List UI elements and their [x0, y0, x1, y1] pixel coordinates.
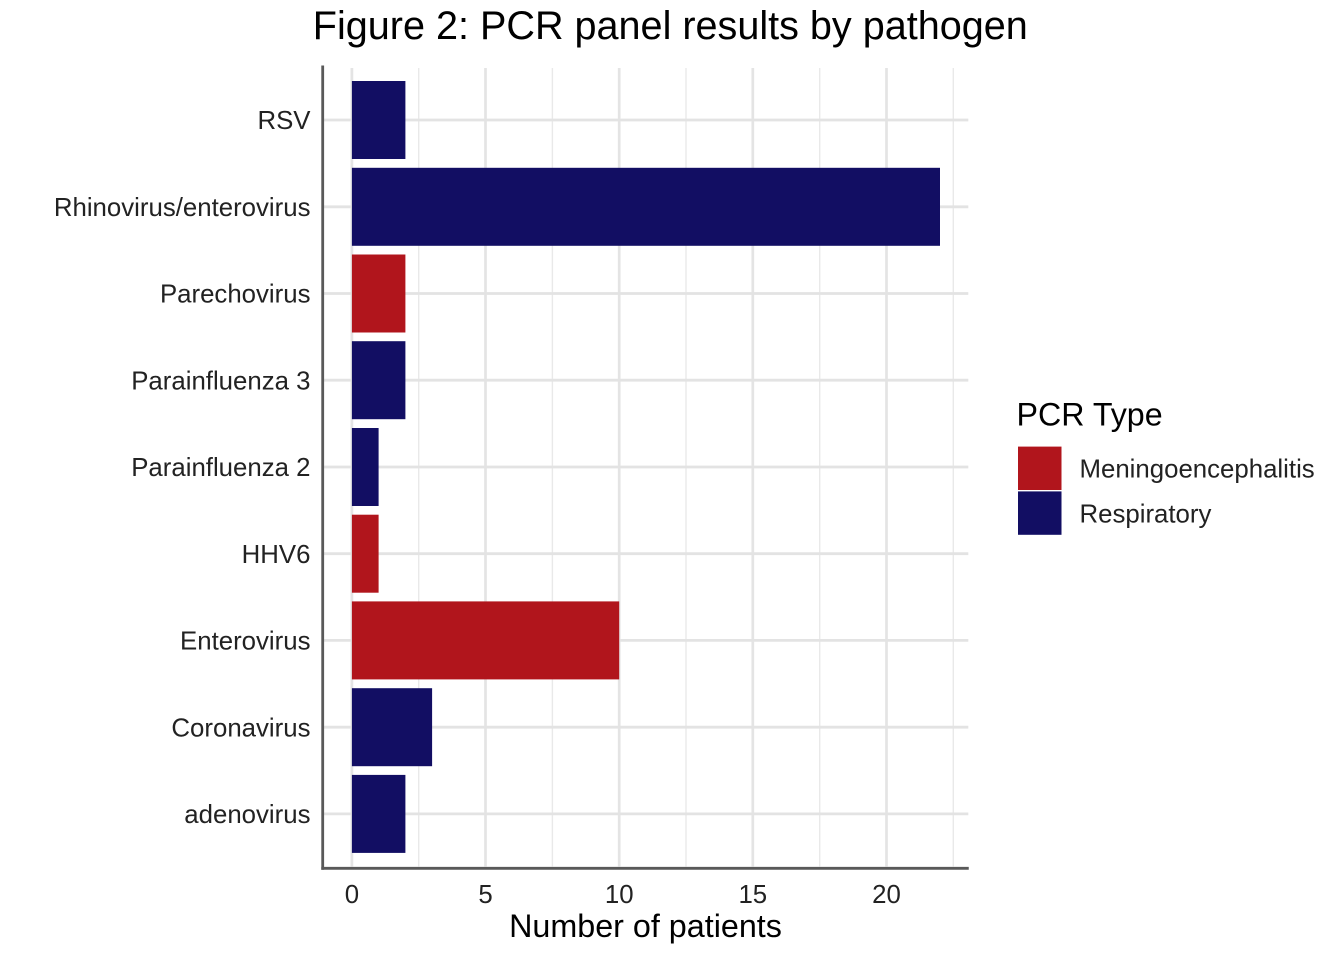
svg-text:Figure 2: PCR panel results by: Figure 2: PCR panel results by pathogen: [313, 4, 1028, 48]
svg-text:HHV6: HHV6: [242, 541, 311, 569]
svg-text:Coronavirus: Coronavirus: [171, 714, 310, 742]
svg-text:5: 5: [478, 881, 492, 909]
svg-text:10: 10: [605, 881, 634, 909]
svg-text:Meningoencephalitis: Meningoencephalitis: [1080, 456, 1315, 484]
svg-text:PCR Type: PCR Type: [1017, 396, 1163, 432]
svg-text:Enterovirus: Enterovirus: [180, 628, 310, 656]
svg-text:Parainfluenza 2: Parainfluenza 2: [131, 454, 310, 482]
svg-text:RSV: RSV: [257, 107, 311, 135]
svg-text:Parechovirus: Parechovirus: [160, 281, 311, 309]
svg-text:Number of patients: Number of patients: [509, 908, 782, 944]
svg-text:Rhinovirus/enterovirus: Rhinovirus/enterovirus: [54, 194, 311, 222]
svg-text:Parainfluenza 3: Parainfluenza 3: [131, 367, 310, 395]
svg-text:adenovirus: adenovirus: [184, 801, 310, 829]
svg-text:Respiratory: Respiratory: [1080, 500, 1212, 528]
svg-text:15: 15: [738, 881, 767, 909]
svg-text:20: 20: [872, 881, 901, 909]
svg-text:0: 0: [345, 881, 359, 909]
